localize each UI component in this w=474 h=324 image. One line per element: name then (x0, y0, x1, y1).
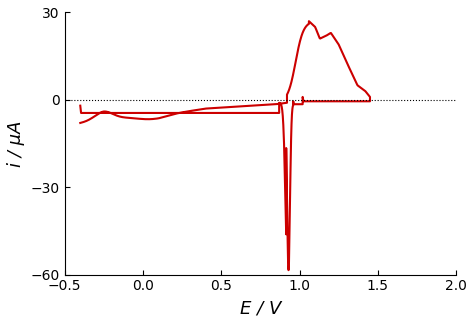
X-axis label: E / V: E / V (240, 299, 281, 317)
Y-axis label: i / μA: i / μA (7, 120, 25, 167)
